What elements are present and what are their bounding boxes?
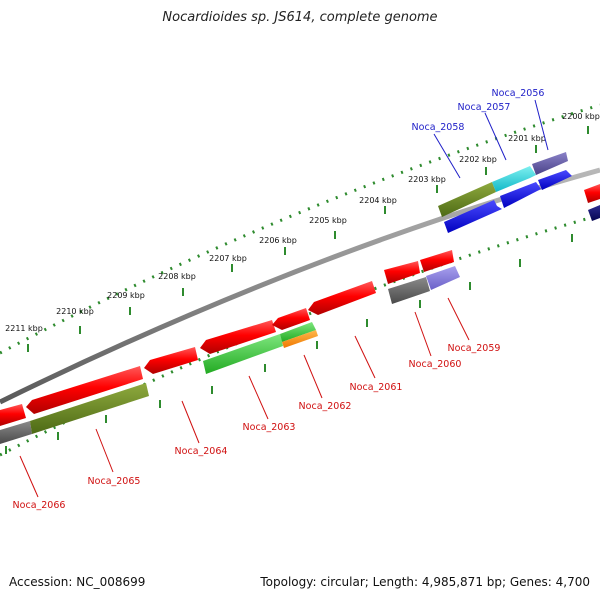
ruler-tick-labels: 2200 kbp 2201 kbp 2202 kbp 2203 kbp 2204 kbp… [5,112,600,333]
gene-noca-2063-red[interactable] [200,320,276,354]
ruler-tick-label: 2208 kbp [158,272,196,281]
gene-blue-1[interactable] [444,200,502,233]
forward-strand-features [438,152,600,233]
gene-noca-2059[interactable] [426,266,460,290]
map-title: Nocardioides sp. JS614, complete genome [162,10,438,25]
ruler-tick-label: 2206 kbp [259,236,297,245]
gene-noca-2056[interactable] [532,152,568,175]
label-leaders-reverse [19,297,470,498]
gene-noca-2058[interactable] [438,182,496,217]
gene-label-noca-2063[interactable]: Noca_2063 [243,422,296,433]
ruler-tick-label: 2211 kbp [5,324,43,333]
gene-label-noca-2060[interactable]: Noca_2060 [409,359,462,370]
ruler-tick-label: 2204 kbp [359,196,397,205]
gene-red-edge[interactable] [584,184,600,203]
gene-noca-2061[interactable] [308,281,376,315]
gene-noca-2065[interactable] [30,383,149,434]
gene-noca-2066[interactable] [0,404,26,426]
ruler-tick-label: 2202 kbp [459,155,497,164]
gene-noca-2060[interactable] [388,277,430,304]
gene-label-noca-2059[interactable]: Noca_2059 [448,343,501,354]
ruler-tick-label: 2207 kbp [209,254,247,263]
gene-red-mid-a[interactable] [272,308,310,330]
ruler-tick-label: 2201 kbp [508,134,546,143]
gene-noca-2062-green[interactable] [280,322,316,342]
gene-noca-2065-red[interactable] [26,366,143,414]
gene-label-noca-2056[interactable]: Noca_2056 [492,88,545,99]
gene-noca-2063[interactable] [203,334,283,374]
reverse-strand-features [0,250,460,444]
ruler-tick-label: 2209 kbp [107,291,145,300]
gene-noca-2064[interactable] [144,347,198,374]
gene-label-noca-2064[interactable]: Noca_2064 [175,446,228,457]
gene-labels-forward: Noca_2056 Noca_2057 Noca_2058 [412,88,545,133]
gene-blue-2[interactable] [500,182,541,208]
gene-blue-3[interactable] [538,170,572,190]
gene-red-right-b[interactable] [420,250,454,272]
gene-label-noca-2058[interactable]: Noca_2058 [412,122,465,133]
gene-label-noca-2062[interactable]: Noca_2062 [299,401,352,412]
gene-label-noca-2061[interactable]: Noca_2061 [350,382,403,393]
ruler-tick-label: 2203 kbp [408,175,446,184]
gene-label-noca-2057[interactable]: Noca_2057 [458,102,511,113]
gene-label-noca-2066[interactable]: Noca_2066 [13,500,66,511]
label-leaders-forward [433,99,549,179]
gene-noca-2057[interactable] [492,166,536,192]
ruler-tick-label: 2205 kbp [309,216,347,225]
gene-label-noca-2065[interactable]: Noca_2065 [88,476,141,487]
gene-gray-left[interactable] [0,421,32,444]
ruler-outer-ticks [27,126,589,352]
gene-red-right-a[interactable] [384,261,420,284]
accession-text: Accession: NC_008699 [9,575,146,589]
ruler-tick-label: 2210 kbp [56,307,94,316]
gene-labels-reverse: Noca_2059Noca_2060Noca_2061Noca_2062Noca… [13,343,501,511]
topology-text: Topology: circular; Length: 4,985,871 bp… [260,575,590,589]
gene-navy-edge[interactable] [588,205,600,221]
ruler-tick-label: 2200 kbp [562,112,600,121]
ruler-inner-ticks [5,234,573,454]
gene-noca-2062[interactable] [282,330,318,348]
